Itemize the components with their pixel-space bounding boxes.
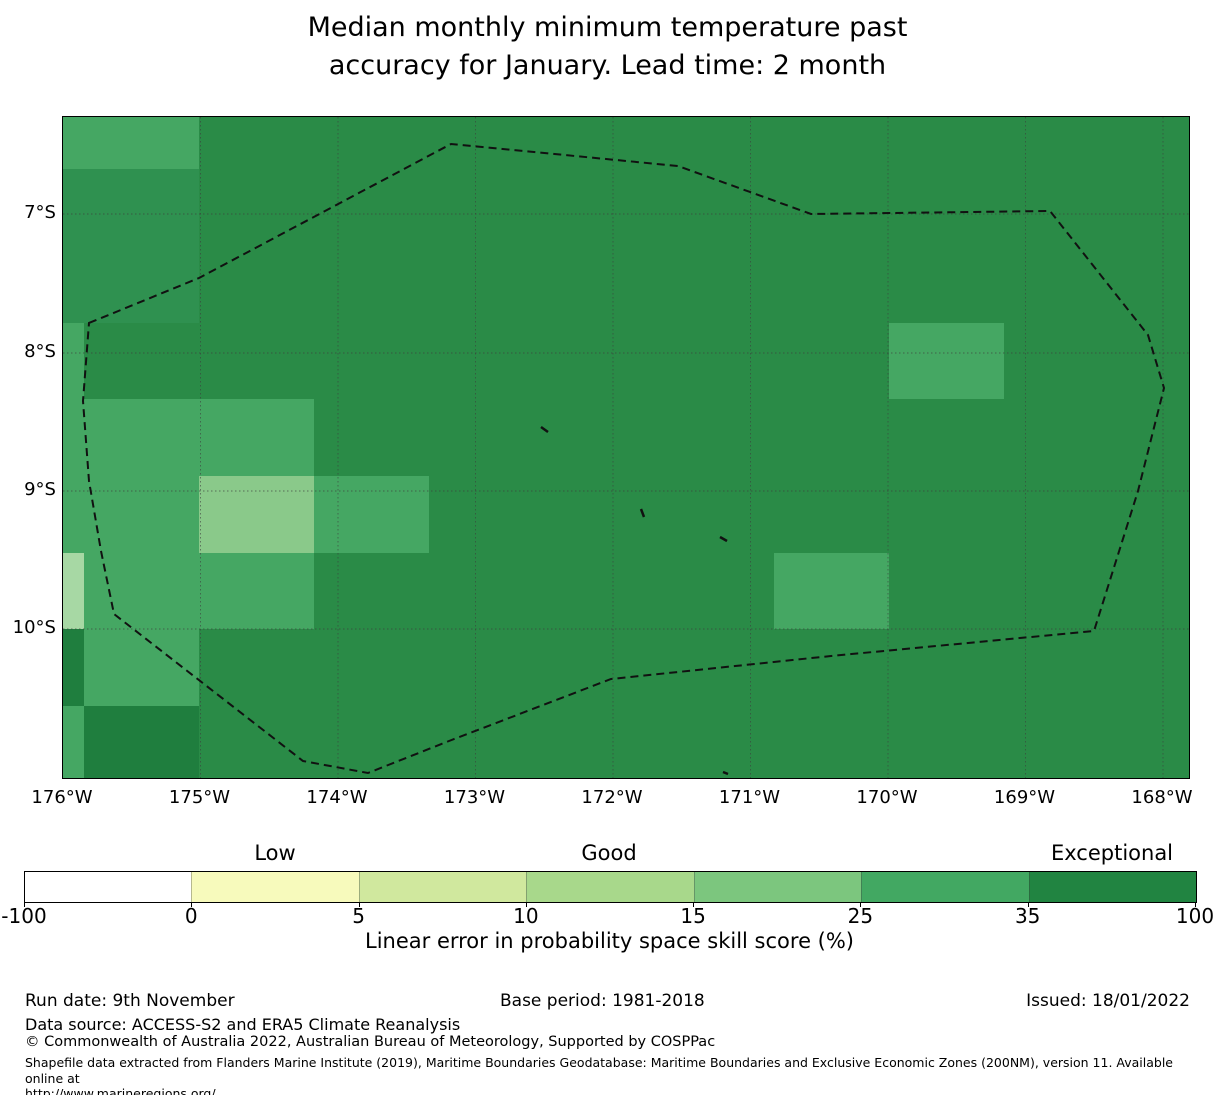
colorbar-tick-mark (525, 902, 527, 907)
x-tick-label: 176°W (31, 787, 93, 808)
island-mark (639, 508, 646, 518)
colorbar-segment (1028, 872, 1196, 902)
map-cell (84, 706, 199, 778)
x-tick-label: 173°W (443, 787, 506, 808)
map-overlay (63, 117, 1189, 778)
map-cell (63, 629, 84, 706)
y-tick-label: 8°S (24, 341, 56, 362)
footer-run-date: Run date: 9th November (25, 991, 235, 1011)
x-tick-label: 168°W (1131, 787, 1193, 808)
colorbar-section-label: Low (254, 841, 296, 865)
colorbar-tick-mark (860, 902, 862, 907)
x-tick-label: 175°W (168, 787, 231, 808)
map-cell (63, 323, 84, 553)
footer-copyright: © Commonwealth of Australia 2022, Austra… (25, 1034, 716, 1050)
colorbar-tick-mark (24, 902, 25, 907)
map-cell (63, 169, 199, 323)
map-cell (84, 399, 199, 706)
y-tick-label: 10°S (12, 617, 56, 638)
map-cell (774, 553, 889, 629)
colorbar-tick-mark (191, 902, 193, 907)
x-tick-label: 172°W (581, 787, 643, 808)
island-mark (719, 535, 728, 543)
map-cell (199, 399, 314, 476)
colorbar-tick-mark (693, 902, 695, 907)
colorbar-tick-mark (358, 902, 360, 907)
colorbar-tick-mark (1195, 902, 1196, 907)
map-cell (63, 706, 84, 778)
x-tick-label: 170°W (856, 787, 918, 808)
island-mark (722, 770, 729, 776)
colorbar-section-label: Exceptional (1050, 841, 1174, 865)
chart-title: Median monthly minimum temperature past … (0, 9, 1215, 85)
footer-data-source: Data source: ACCESS-S2 and ERA5 Climate … (25, 1015, 461, 1034)
colorbar-segment (25, 872, 192, 902)
x-tick-label: 171°W (718, 787, 781, 808)
colorbar-tick-label: 10 (513, 904, 539, 928)
colorbar-segment (526, 872, 694, 902)
colorbar-tick-label: 5 (352, 904, 365, 928)
colorbar-tick-label: 100 (1175, 904, 1215, 928)
map-cell (63, 553, 84, 629)
island-mark (540, 425, 549, 434)
map-cell (63, 117, 199, 169)
y-tick-label: 7°S (24, 202, 56, 223)
y-tick-label: 9°S (24, 479, 56, 500)
chart-title-line2: accuracy for January. Lead time: 2 month (328, 50, 887, 81)
colorbar-tick-mark (1027, 902, 1029, 907)
chart-title-line1: Median monthly minimum temperature past (307, 12, 908, 43)
x-tick-label: 174°W (306, 787, 368, 808)
colorbar-tick-label: 0 (184, 904, 198, 928)
x-tick-label: 169°W (993, 787, 1056, 808)
colorbar-segment (861, 872, 1029, 902)
footer-base-period: Base period: 1981-2018 (500, 991, 705, 1011)
map-cell (199, 553, 314, 629)
colorbar (24, 871, 1197, 903)
footer-issued: Issued: 18/01/2022 (1026, 991, 1190, 1011)
colorbar-tick-label: 15 (680, 904, 706, 928)
colorbar-tick-label: -100 (1, 904, 47, 928)
colorbar-section-label: Good (581, 841, 637, 865)
footer-shapefile-note: Shapefile data extracted from Flanders M… (25, 1055, 1173, 1095)
eez-boundary (81, 142, 1166, 775)
map-plot (62, 116, 1190, 779)
colorbar-axis-label: Linear error in probability space skill … (365, 929, 854, 953)
colorbar-segment (191, 872, 359, 902)
map-cell (889, 323, 1004, 399)
colorbar-segment (693, 872, 862, 902)
colorbar-tick-label: 35 (1014, 904, 1041, 928)
colorbar-segment (358, 872, 527, 902)
map-cell (314, 476, 429, 553)
map-cell (199, 476, 314, 553)
colorbar-tick-label: 25 (847, 904, 874, 928)
